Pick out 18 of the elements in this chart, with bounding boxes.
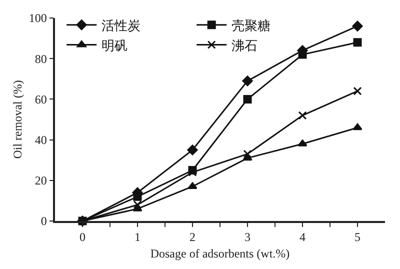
- y-tick-label: 100: [28, 11, 47, 26]
- x-tick-label: 2: [190, 230, 196, 244]
- y-tick-label: 20: [34, 174, 47, 188]
- legend-label: 明矾: [102, 38, 128, 54]
- y-tick-label: 0: [40, 214, 47, 228]
- y-tick-label: 80: [34, 52, 47, 66]
- x-tick-label: 3: [244, 230, 250, 244]
- x-tick-label: 5: [354, 230, 360, 244]
- x-axis-title: Dosage of adsorbents (wt.%): [150, 246, 290, 261]
- legend-label: 壳聚糖: [232, 18, 271, 34]
- legend-label: 沸石: [232, 38, 258, 54]
- y-tick-label: 40: [34, 133, 47, 147]
- legend-label: 活性炭: [102, 18, 141, 34]
- x-tick-label: 1: [134, 230, 140, 244]
- y-tick-label: 60: [34, 92, 47, 106]
- x-tick-label: 4: [300, 230, 306, 244]
- y-axis-title: Oil removal (%): [10, 80, 25, 159]
- x-tick-label: 0: [80, 230, 86, 244]
